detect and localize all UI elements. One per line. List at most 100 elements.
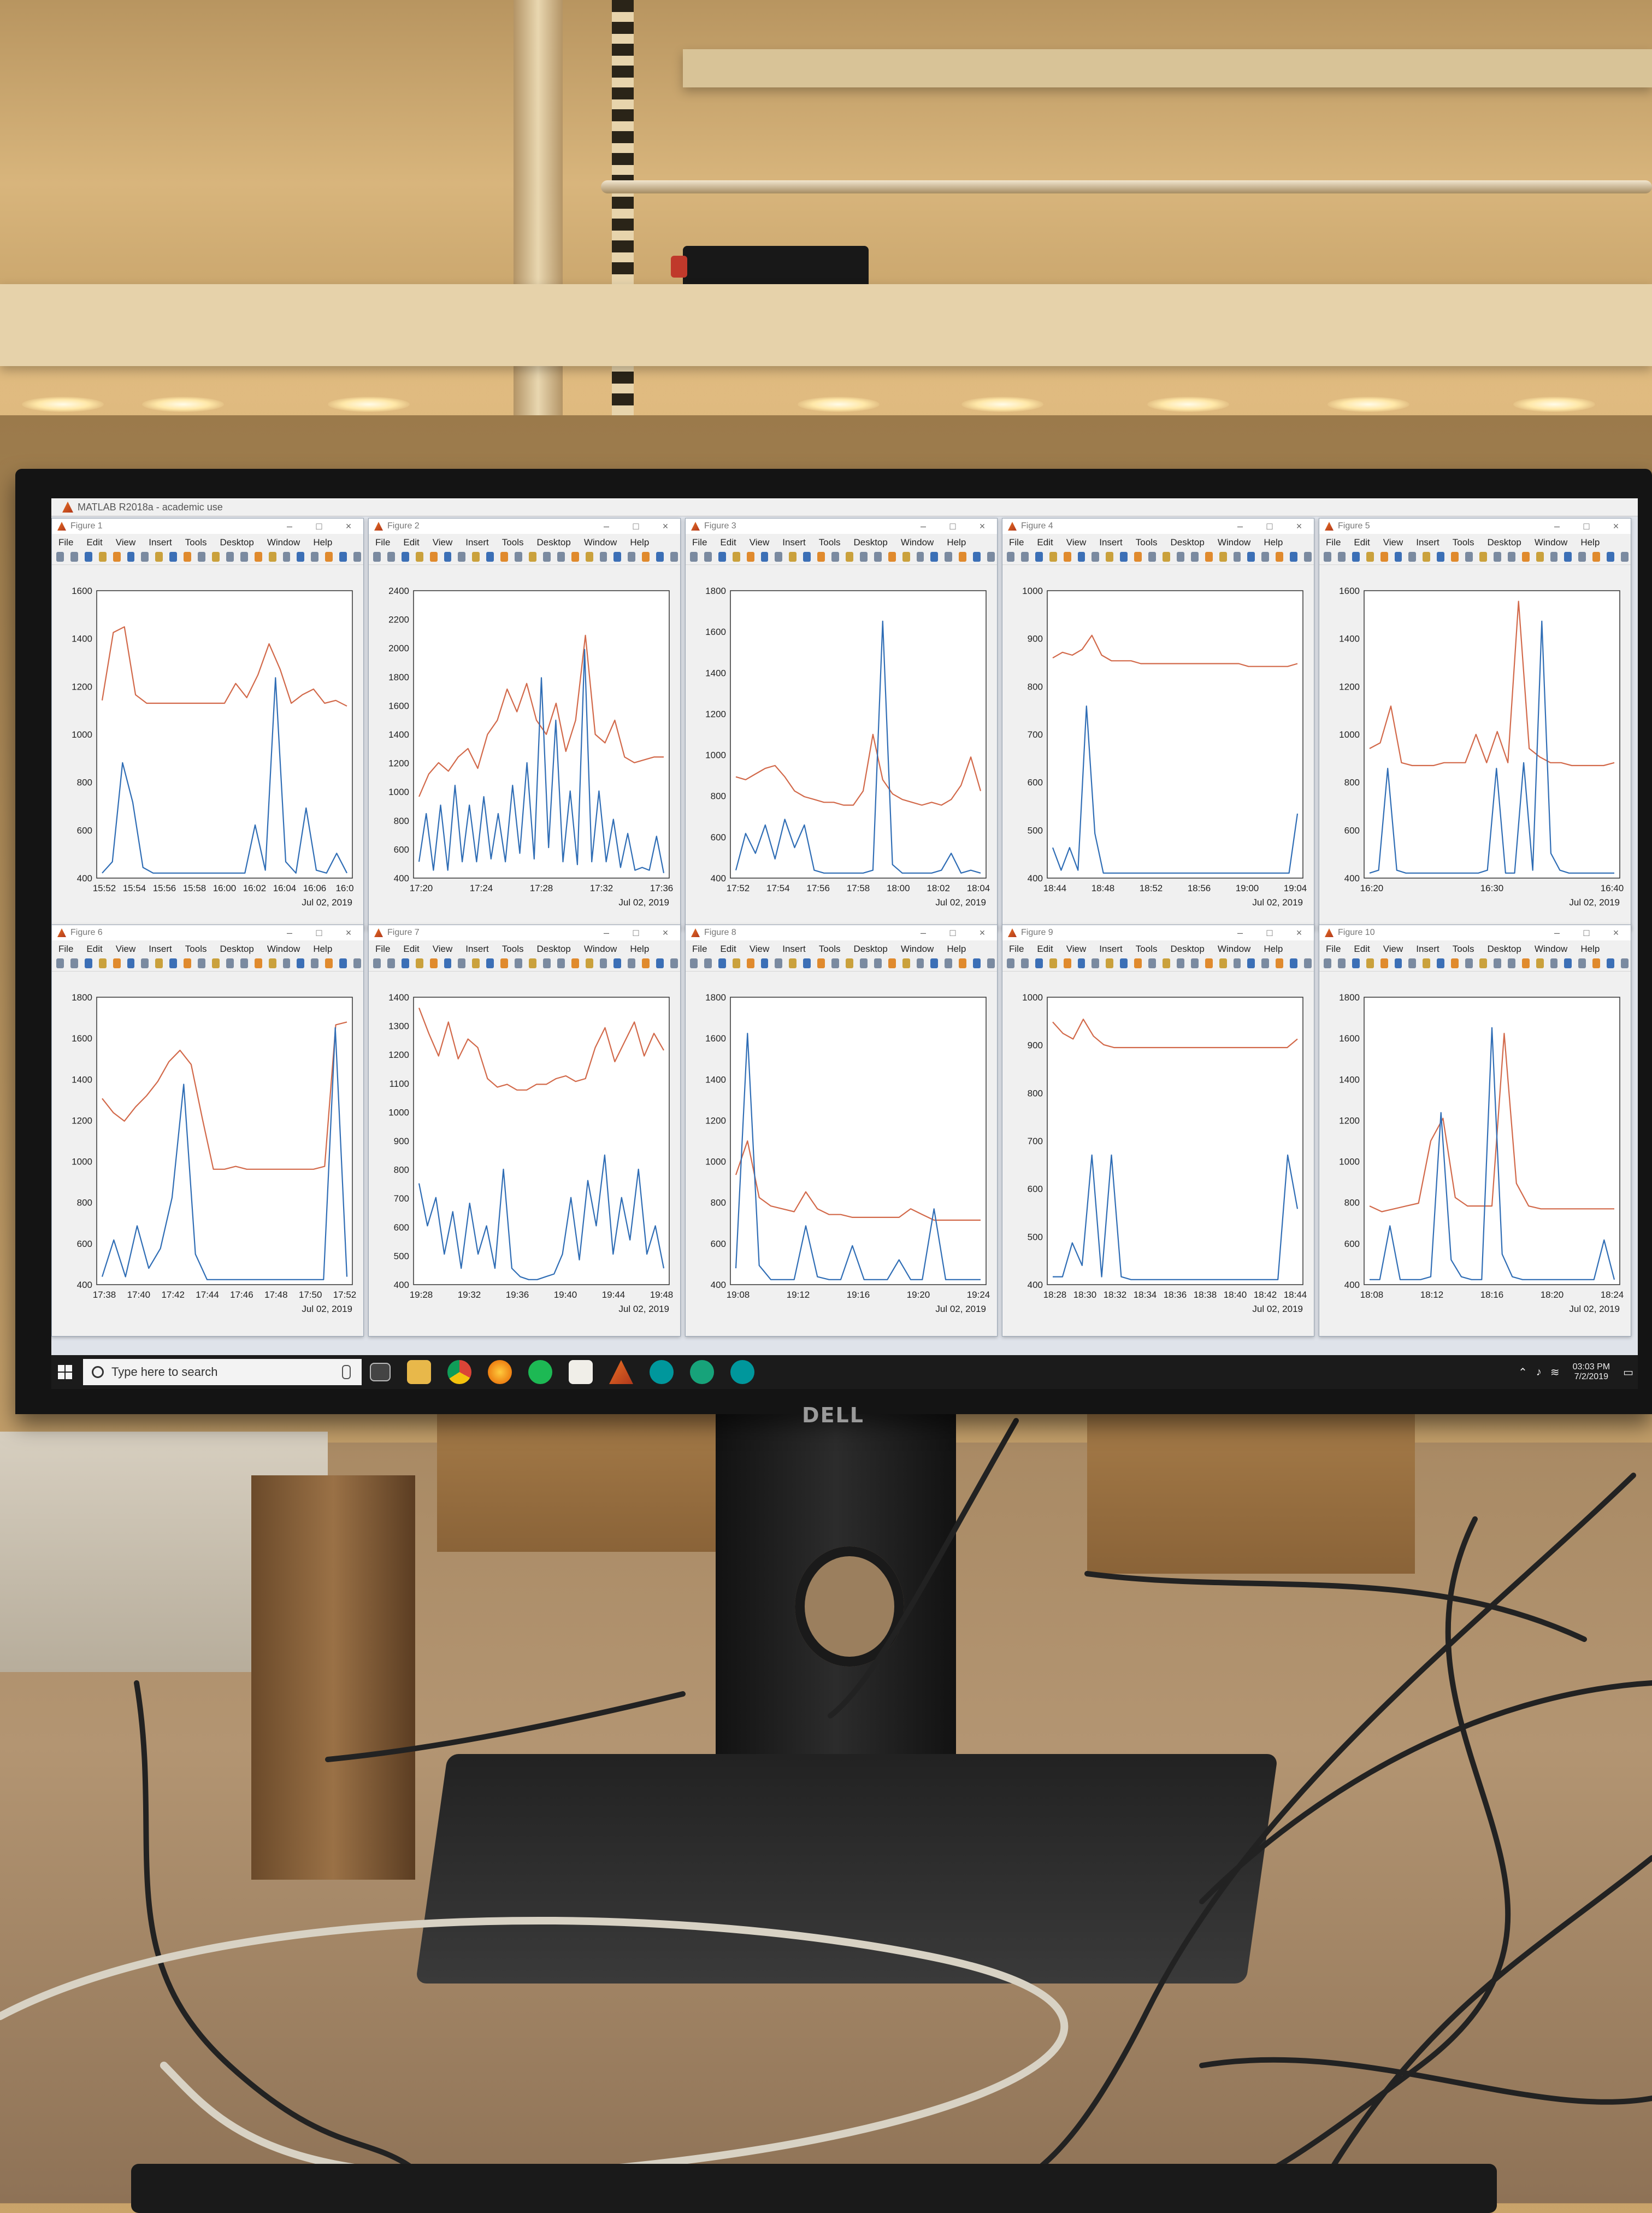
toolbar-tool-icon[interactable] bbox=[1380, 958, 1388, 968]
menu-insert[interactable]: Insert bbox=[465, 537, 489, 548]
menu-window[interactable]: Window bbox=[1534, 944, 1568, 954]
toolbar-tool-icon[interactable] bbox=[198, 552, 205, 562]
firefox-icon[interactable] bbox=[488, 1360, 512, 1384]
toolbar-tool-icon[interactable] bbox=[1176, 552, 1184, 562]
menu-window[interactable]: Window bbox=[583, 944, 617, 954]
toolbar-tool-icon[interactable] bbox=[1162, 958, 1170, 968]
menu-insert[interactable]: Insert bbox=[1099, 537, 1123, 548]
toolbar-tool-icon[interactable] bbox=[1408, 552, 1417, 562]
toolbar-tool-icon[interactable] bbox=[84, 552, 92, 562]
toolbar-tool-icon[interactable] bbox=[1106, 958, 1114, 968]
toolbar-tool-icon[interactable] bbox=[1394, 552, 1402, 562]
menu-tools[interactable]: Tools bbox=[818, 944, 841, 954]
toolbar-tool-icon[interactable] bbox=[254, 552, 262, 562]
toolbar-tool-icon[interactable] bbox=[1261, 552, 1270, 562]
menu-help[interactable]: Help bbox=[630, 944, 650, 954]
toolbar-tool-icon[interactable] bbox=[874, 958, 882, 968]
toolbar-tool-icon[interactable] bbox=[1493, 552, 1501, 562]
toolbar-tool-icon[interactable] bbox=[1380, 552, 1388, 562]
menu-tools[interactable]: Tools bbox=[1135, 537, 1158, 548]
menu-edit[interactable]: Edit bbox=[720, 537, 736, 548]
toolbar-tool-icon[interactable] bbox=[599, 552, 607, 562]
toolbar-tool-icon[interactable] bbox=[1437, 552, 1445, 562]
toolbar-tool-icon[interactable] bbox=[515, 958, 522, 968]
menu-window[interactable]: Window bbox=[900, 537, 934, 548]
menu-window[interactable]: Window bbox=[1534, 537, 1568, 548]
toolbar-tool-icon[interactable] bbox=[155, 552, 163, 562]
toolbar-tool-icon[interactable] bbox=[902, 552, 910, 562]
toolbar-tool-icon[interactable] bbox=[70, 552, 78, 562]
menu-edit[interactable]: Edit bbox=[1354, 537, 1370, 548]
toolbar-tool-icon[interactable] bbox=[387, 958, 395, 968]
toolbar-tool-icon[interactable] bbox=[585, 958, 593, 968]
toolbar-tool-icon[interactable] bbox=[113, 958, 121, 968]
figure-title-bar[interactable]: Figure 1 – □ × bbox=[52, 519, 363, 534]
toolbar-tool-icon[interactable] bbox=[1621, 552, 1629, 562]
figure-title-bar[interactable]: Figure 8 – □ × bbox=[686, 925, 997, 940]
matlab-taskbar-icon[interactable] bbox=[609, 1360, 633, 1384]
toolbar-tool-icon[interactable] bbox=[1205, 552, 1213, 562]
toolbar-tool-icon[interactable] bbox=[803, 552, 811, 562]
toolbar-tool-icon[interactable] bbox=[339, 958, 347, 968]
toolbar-tool-icon[interactable] bbox=[945, 958, 953, 968]
arduino-icon[interactable] bbox=[650, 1360, 674, 1384]
toolbar-tool-icon[interactable] bbox=[803, 958, 811, 968]
toolbar-tool-icon[interactable] bbox=[1324, 552, 1331, 562]
minimize-icon[interactable]: – bbox=[1554, 520, 1560, 532]
minimize-icon[interactable]: – bbox=[286, 927, 292, 938]
toolbar-tool-icon[interactable] bbox=[1148, 958, 1156, 968]
toolbar-tool-icon[interactable] bbox=[1507, 958, 1515, 968]
toolbar-tool-icon[interactable] bbox=[444, 552, 452, 562]
toolbar-tool-icon[interactable] bbox=[1290, 552, 1298, 562]
toolbar-tool-icon[interactable] bbox=[760, 958, 769, 968]
toolbar-tool-icon[interactable] bbox=[859, 958, 868, 968]
toolbar-tool-icon[interactable] bbox=[1276, 552, 1284, 562]
menu-view[interactable]: View bbox=[1066, 537, 1087, 548]
toolbar-tool-icon[interactable] bbox=[268, 958, 276, 968]
menu-file[interactable]: File bbox=[692, 944, 707, 954]
toolbar-tool-icon[interactable] bbox=[1007, 552, 1014, 562]
toolbar-tool-icon[interactable] bbox=[1592, 552, 1601, 562]
toolbar-tool-icon[interactable] bbox=[373, 552, 381, 562]
toolbar-tool-icon[interactable] bbox=[642, 958, 650, 968]
toolbar-tool-icon[interactable] bbox=[746, 958, 754, 968]
minimize-icon[interactable]: – bbox=[603, 520, 609, 532]
toolbar-tool-icon[interactable] bbox=[429, 552, 438, 562]
menu-tools[interactable]: Tools bbox=[1452, 944, 1474, 954]
menu-insert[interactable]: Insert bbox=[1416, 537, 1439, 548]
toolbar-tool-icon[interactable] bbox=[1479, 552, 1487, 562]
toolbar-tool-icon[interactable] bbox=[373, 958, 381, 968]
figure-window-2[interactable]: Figure 2 – □ × File Edit View Insert Tools Deskto… bbox=[368, 518, 681, 930]
toolbar-tool-icon[interactable] bbox=[70, 958, 78, 968]
maximize-icon[interactable]: □ bbox=[1266, 927, 1273, 938]
toolbar-tool-icon[interactable] bbox=[311, 552, 319, 562]
minimize-icon[interactable]: – bbox=[1237, 927, 1243, 938]
menu-help[interactable]: Help bbox=[313, 944, 333, 954]
maximize-icon[interactable]: □ bbox=[949, 520, 956, 532]
toolbar-tool-icon[interactable] bbox=[789, 552, 797, 562]
menu-insert[interactable]: Insert bbox=[149, 944, 172, 954]
toolbar-tool-icon[interactable] bbox=[268, 552, 276, 562]
menu-tools[interactable]: Tools bbox=[502, 944, 524, 954]
toolbar-tool-icon[interactable] bbox=[656, 958, 664, 968]
plot-axes[interactable] bbox=[1047, 997, 1303, 1285]
toolbar-tool-icon[interactable] bbox=[817, 552, 825, 562]
menu-window[interactable]: Window bbox=[267, 944, 300, 954]
menu-edit[interactable]: Edit bbox=[403, 944, 420, 954]
menu-view[interactable]: View bbox=[1383, 537, 1403, 548]
toolbar-tool-icon[interactable] bbox=[1352, 958, 1360, 968]
toolbar-tool-icon[interactable] bbox=[297, 552, 305, 562]
toolbar-tool-icon[interactable] bbox=[1120, 958, 1128, 968]
toolbar-tool-icon[interactable] bbox=[656, 552, 664, 562]
toolbar-tool-icon[interactable] bbox=[1578, 552, 1586, 562]
minimize-icon[interactable]: – bbox=[603, 927, 609, 938]
spotify-icon[interactable] bbox=[528, 1360, 552, 1384]
toolbar-tool-icon[interactable] bbox=[325, 552, 333, 562]
figure-window-3[interactable]: Figure 3 – □ × File Edit View Insert Tools Deskto… bbox=[685, 518, 998, 930]
menu-file[interactable]: File bbox=[692, 537, 707, 548]
toolbar-tool-icon[interactable] bbox=[1521, 552, 1530, 562]
figure-window-1[interactable]: Figure 1 – □ × File Edit View Insert Tools Deskto… bbox=[51, 518, 364, 930]
maximize-icon[interactable]: □ bbox=[949, 927, 956, 938]
toolbar-tool-icon[interactable] bbox=[486, 958, 494, 968]
menu-edit[interactable]: Edit bbox=[403, 537, 420, 548]
